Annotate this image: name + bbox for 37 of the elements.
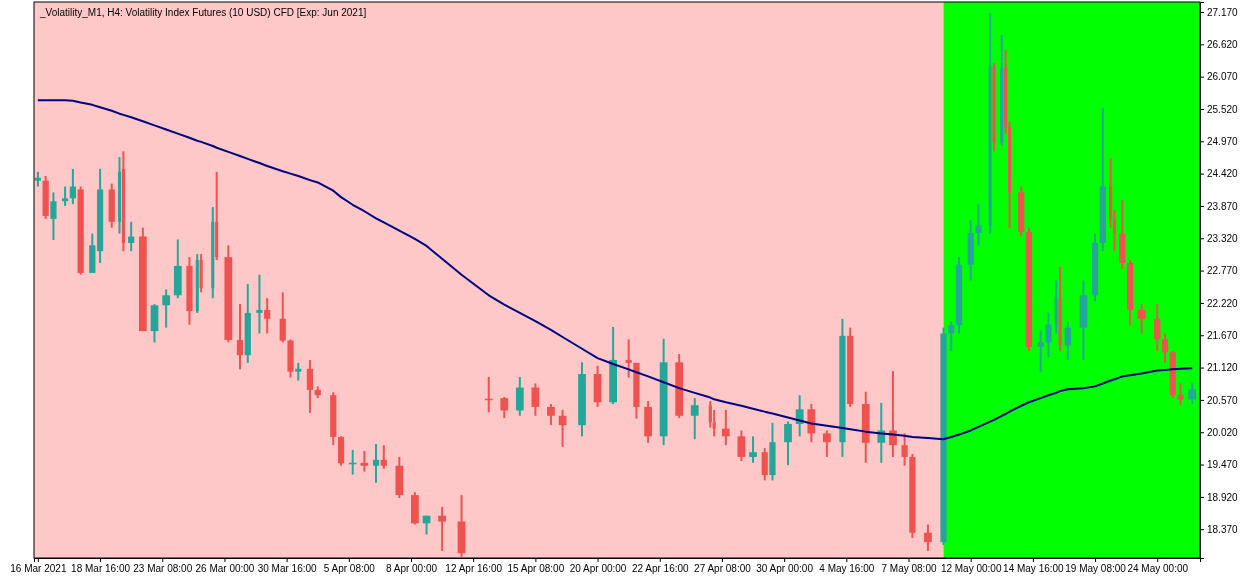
y-tick-label: 19.470 [1207,459,1239,471]
x-tick-label: 14 May 16:00 [1003,563,1065,575]
x-tick-label: 23 Mar 08:00 [133,563,193,575]
y-tick-label: 24.970 [1207,135,1239,147]
x-tick-label: 16 Mar 2021 [10,563,67,575]
y-tick-label: 26.620 [1207,39,1239,51]
y-tick-label: 22.770 [1207,265,1239,277]
y-tick-label: 21.670 [1207,329,1239,341]
x-tick-label: 24 May 00:00 [1127,563,1189,575]
x-tick-label: 18 Mar 16:00 [71,563,131,575]
x-tick-label: 19 May 08:00 [1065,563,1127,575]
y-tick-label: 20.020 [1207,426,1239,438]
y-tick-label: 25.520 [1207,103,1239,115]
x-tick-label: 20 Apr 00:00 [569,563,627,575]
chart-title: _Volatility_M1, H4: Volatility Index Futures (10 USD) CFD [Exp: Jun 2021] [39,7,367,18]
y-tick-label: 21.120 [1207,362,1239,374]
y-tick-label: 24.420 [1207,168,1239,180]
y-tick-label: 22.220 [1207,297,1239,309]
y-tick-label: 26.070 [1207,71,1239,83]
x-tick-label: 7 May 08:00 [881,563,937,575]
y-tick-label: 20.570 [1207,394,1239,406]
y-tick-label: 18.370 [1207,523,1239,535]
x-tick-label: 12 May 00:00 [940,563,1002,575]
x-tick-label: 22 Apr 16:00 [631,563,690,575]
y-tick-label: 23.320 [1207,232,1239,244]
x-tick-label: 27 Apr 08:00 [694,563,752,575]
x-tick-label: 30 Apr 00:00 [756,563,814,575]
x-tick-label: 26 Mar 00:00 [195,563,255,575]
x-tick-label: 30 Mar 16:00 [257,563,318,575]
x-tick-label: 4 May 16:00 [819,563,875,575]
x-tick-label: 5 Apr 08:00 [323,563,376,575]
x-tick-label: 12 Apr 16:00 [445,563,503,575]
y-tick-label: 23.870 [1207,200,1239,212]
x-tick-label: 15 Apr 08:00 [507,563,565,575]
y-tick-label: 27.170 [1207,6,1239,18]
x-tick-label: 8 Apr 00:00 [385,563,438,575]
y-tick-label: 18.920 [1207,491,1239,503]
